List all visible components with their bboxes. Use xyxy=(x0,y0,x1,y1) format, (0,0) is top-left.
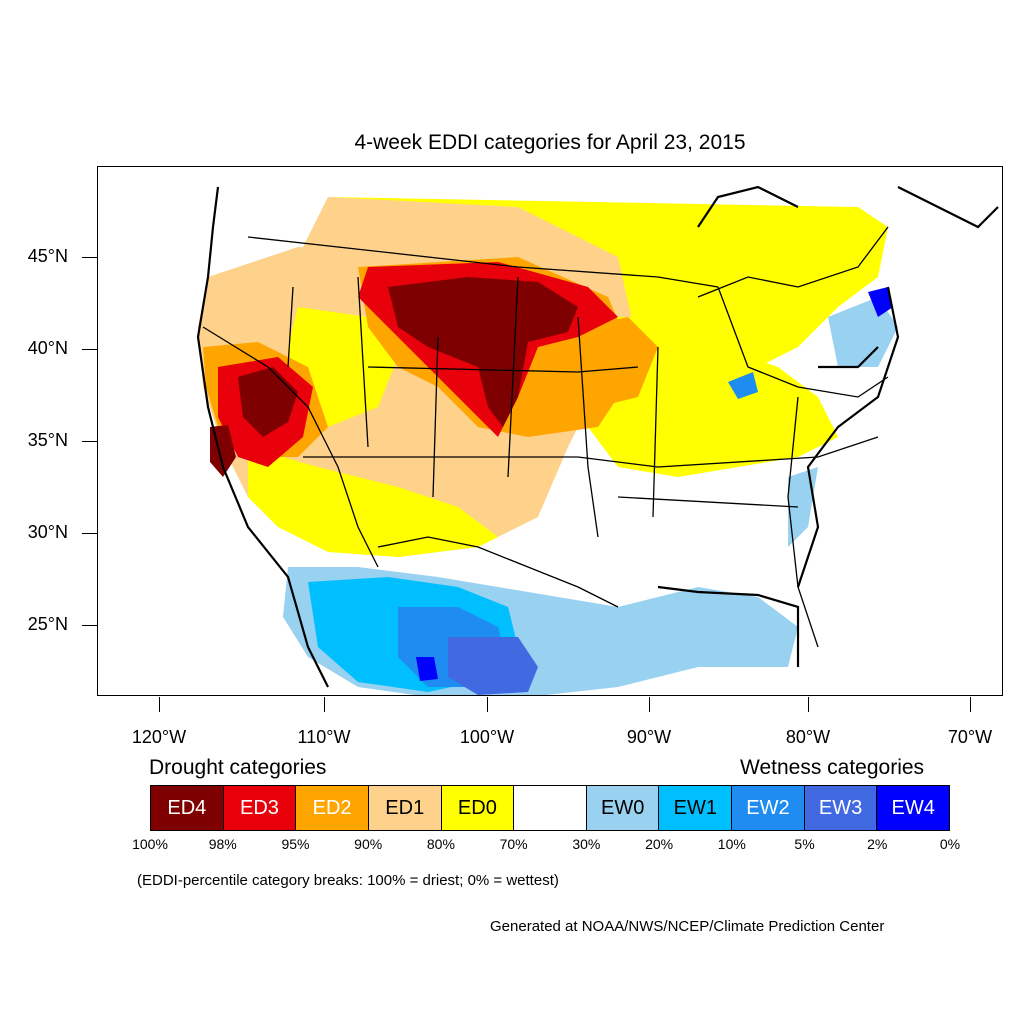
eddi-map xyxy=(196,185,999,695)
boundary-lines xyxy=(202,226,889,648)
percentile-label: 30% xyxy=(572,836,601,852)
percentile-label: 90% xyxy=(354,836,383,852)
legend-cell-ed4: ED4 xyxy=(151,786,224,830)
legend-cell-ew1: EW1 xyxy=(659,786,733,830)
coastlines xyxy=(196,185,999,688)
percentile-label: 80% xyxy=(426,836,455,852)
legend-cell-ed3: ED3 xyxy=(223,786,297,830)
lon-label-100: 100°W xyxy=(459,727,515,747)
lat-label-30: 30°N xyxy=(27,522,68,542)
lon-label-120: 120°W xyxy=(131,727,187,747)
lon-tick-100 xyxy=(487,697,488,712)
percentile-label: 98% xyxy=(208,836,237,852)
legend-cell-ed0: ED0 xyxy=(441,786,515,830)
region-ed4-northern-plains xyxy=(388,277,578,427)
region-ew4-maine xyxy=(868,287,893,317)
wetness-categories-heading: Wetness categories xyxy=(740,756,925,779)
percentile-label: 95% xyxy=(281,836,310,852)
lon-tick-70 xyxy=(970,697,971,712)
lat-label-40: 40°N xyxy=(27,338,68,358)
region-ew1-michigan xyxy=(728,372,758,399)
percentile-label: 20% xyxy=(645,836,674,852)
lat-tick-45 xyxy=(82,257,97,258)
legend-cell-ed1: ED1 xyxy=(368,786,442,830)
legend-cell-ew0: EW0 xyxy=(586,786,660,830)
percentile-label: 5% xyxy=(794,836,815,852)
lat-tick-40 xyxy=(82,349,97,350)
map-title: 4-week EDDI categories for April 23, 201… xyxy=(354,131,746,154)
lon-label-80: 80°W xyxy=(785,727,831,747)
region-ew3-texas xyxy=(448,637,538,695)
region-ed0-southwest xyxy=(248,447,498,557)
legend-cell-ed2: ED2 xyxy=(296,786,369,830)
lat-label-45: 45°N xyxy=(27,246,68,266)
region-ed4-nevada xyxy=(238,367,298,437)
lat-tick-25 xyxy=(82,625,97,626)
map-panel xyxy=(97,166,1003,696)
percentile-label: 100% xyxy=(132,836,168,852)
category-note: (EDDI-percentile category breaks: 100% =… xyxy=(137,872,559,889)
percentile-label: 70% xyxy=(499,836,528,852)
percentile-label: 10% xyxy=(717,836,746,852)
region-ew4-mexico xyxy=(416,657,438,681)
legend-cell-ew4: EW4 xyxy=(877,786,950,830)
lon-label-90: 90°W xyxy=(626,727,672,747)
lon-label-70: 70°W xyxy=(947,727,993,747)
drought-categories-heading: Drought categories xyxy=(149,756,327,779)
region-ed2-iowa xyxy=(578,317,658,407)
lat-tick-30 xyxy=(82,533,97,534)
lon-tick-90 xyxy=(649,697,650,712)
lon-tick-120 xyxy=(159,697,160,712)
percentile-label: 0% xyxy=(939,836,961,852)
legend-cell-neutral xyxy=(514,786,587,830)
lat-label-35: 35°N xyxy=(27,430,68,450)
category-legend: ED4 ED3 ED2 ED1 ED0 EW0 EW1 EW2 EW3 EW4 xyxy=(150,785,950,831)
credit-line: Generated at NOAA/NWS/NCEP/Climate Predi… xyxy=(490,918,885,935)
percentile-label: 2% xyxy=(867,836,888,852)
lon-tick-80 xyxy=(808,697,809,712)
lat-tick-35 xyxy=(82,441,97,442)
legend-cell-ew3: EW3 xyxy=(804,786,878,830)
legend-cell-ew2: EW2 xyxy=(732,786,805,830)
lon-label-110: 110°W xyxy=(297,727,351,747)
lat-label-25: 25°N xyxy=(27,614,68,634)
lon-tick-110 xyxy=(324,697,325,712)
